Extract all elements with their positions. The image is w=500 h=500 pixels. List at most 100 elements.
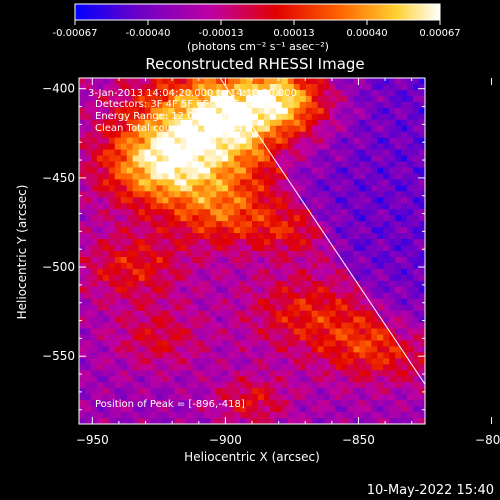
heatmap-cell <box>120 173 128 180</box>
heatmap-cell <box>90 310 98 318</box>
heatmap-cell <box>413 161 420 168</box>
heatmap-cell <box>234 221 241 228</box>
heatmap-cell <box>240 280 247 288</box>
heatmap-cell <box>126 113 134 121</box>
x-tick-label: −900 <box>209 433 242 447</box>
heatmap-cell <box>138 245 146 252</box>
heatmap-cell <box>317 185 325 192</box>
heatmap-cell <box>365 83 372 91</box>
heatmap-cell <box>371 376 378 383</box>
heatmap-cell <box>204 179 211 186</box>
heatmap-cell <box>150 95 158 103</box>
heatmap-cell <box>299 376 307 383</box>
heatmap-cell <box>150 251 158 258</box>
heatmap-cell <box>84 125 92 133</box>
heatmap-cell <box>353 406 360 413</box>
heatmap-cell <box>329 233 337 240</box>
heatmap-cell <box>108 310 116 318</box>
heatmap-cell <box>102 370 110 377</box>
heatmap-cell <box>114 376 122 383</box>
heatmap-cell <box>174 370 181 377</box>
heatmap-cell <box>192 173 199 180</box>
heatmap-cell <box>263 388 271 395</box>
heatmap-cell <box>180 256 187 264</box>
heatmap-cell <box>174 376 181 383</box>
heatmap-cell <box>96 143 104 151</box>
heatmap-cell <box>323 262 331 270</box>
heatmap-cell <box>341 364 348 371</box>
heatmap-cell <box>341 298 348 306</box>
heatmap-cell <box>353 262 360 270</box>
heatmap-cell <box>317 251 325 258</box>
heatmap-cell <box>114 334 122 341</box>
heatmap-cell <box>365 400 372 407</box>
heatmap-cell <box>198 137 205 145</box>
heatmap-cell <box>192 382 199 389</box>
heatmap-cell <box>359 197 366 204</box>
heatmap-cell <box>371 388 378 395</box>
heatmap-cell <box>210 316 217 324</box>
heatmap-cell <box>234 412 241 419</box>
heatmap-cell <box>281 149 289 157</box>
heatmap-cell <box>335 376 342 383</box>
heatmap-cell <box>210 251 217 258</box>
heatmap-cell <box>96 352 104 359</box>
heatmap-cell <box>114 412 122 419</box>
heatmap-cell <box>168 346 175 353</box>
heatmap-cell <box>299 334 307 341</box>
heatmap-cell <box>311 149 319 157</box>
heatmap-cell <box>263 316 271 324</box>
heatmap-cell <box>335 400 342 407</box>
heatmap-cell <box>228 125 235 133</box>
heatmap-cell <box>377 406 384 413</box>
heatmap-cell <box>240 262 247 270</box>
heatmap-cell <box>287 376 295 383</box>
heatmap-cell <box>114 197 122 204</box>
heatmap-cell <box>96 400 104 407</box>
heatmap-cell <box>269 161 277 168</box>
heatmap-cell <box>389 245 396 252</box>
heatmap-cell <box>252 131 259 139</box>
heatmap-cell <box>90 161 98 168</box>
heatmap-cell <box>359 155 366 163</box>
heatmap-cell <box>180 149 187 157</box>
heatmap-cell <box>383 280 390 288</box>
heatmap-cell <box>389 203 396 210</box>
heatmap-cell <box>108 155 116 163</box>
heatmap-cell <box>252 394 259 401</box>
heatmap-cell <box>180 209 187 216</box>
heatmap-cell <box>84 400 92 407</box>
heatmap-cell <box>114 125 122 133</box>
heatmap-cell <box>275 119 283 127</box>
heatmap-cell <box>329 221 337 228</box>
heatmap-cell <box>419 209 425 216</box>
heatmap-cell <box>246 334 253 341</box>
heatmap-cell <box>401 155 408 163</box>
heatmap-cell <box>204 191 211 198</box>
heatmap-cell <box>341 95 348 103</box>
heatmap-cell <box>120 137 128 145</box>
heatmap-cell <box>102 83 110 91</box>
heatmap-cell <box>114 227 122 234</box>
heatmap-cell <box>389 233 396 240</box>
heatmap-cell <box>180 262 187 270</box>
heatmap-cell <box>281 161 289 168</box>
heatmap-cell <box>281 203 289 210</box>
heatmap-cell <box>299 215 307 222</box>
heatmap-cell <box>395 298 402 306</box>
heatmap-cell <box>353 233 360 240</box>
heatmap-cell <box>341 83 348 91</box>
heatmap-cell <box>293 280 301 288</box>
heatmap-cell <box>210 286 217 294</box>
heatmap-cell <box>329 262 337 270</box>
heatmap-cell <box>359 131 366 139</box>
heatmap-cell <box>335 382 342 389</box>
heatmap-cell <box>311 406 319 413</box>
heatmap-cell <box>162 131 169 139</box>
heatmap-cell <box>180 101 187 109</box>
heatmap-cell <box>96 197 104 204</box>
heatmap-cell <box>383 274 390 282</box>
heatmap-cell <box>299 328 307 336</box>
heatmap-cell <box>371 274 378 282</box>
heatmap-cell <box>108 370 116 377</box>
